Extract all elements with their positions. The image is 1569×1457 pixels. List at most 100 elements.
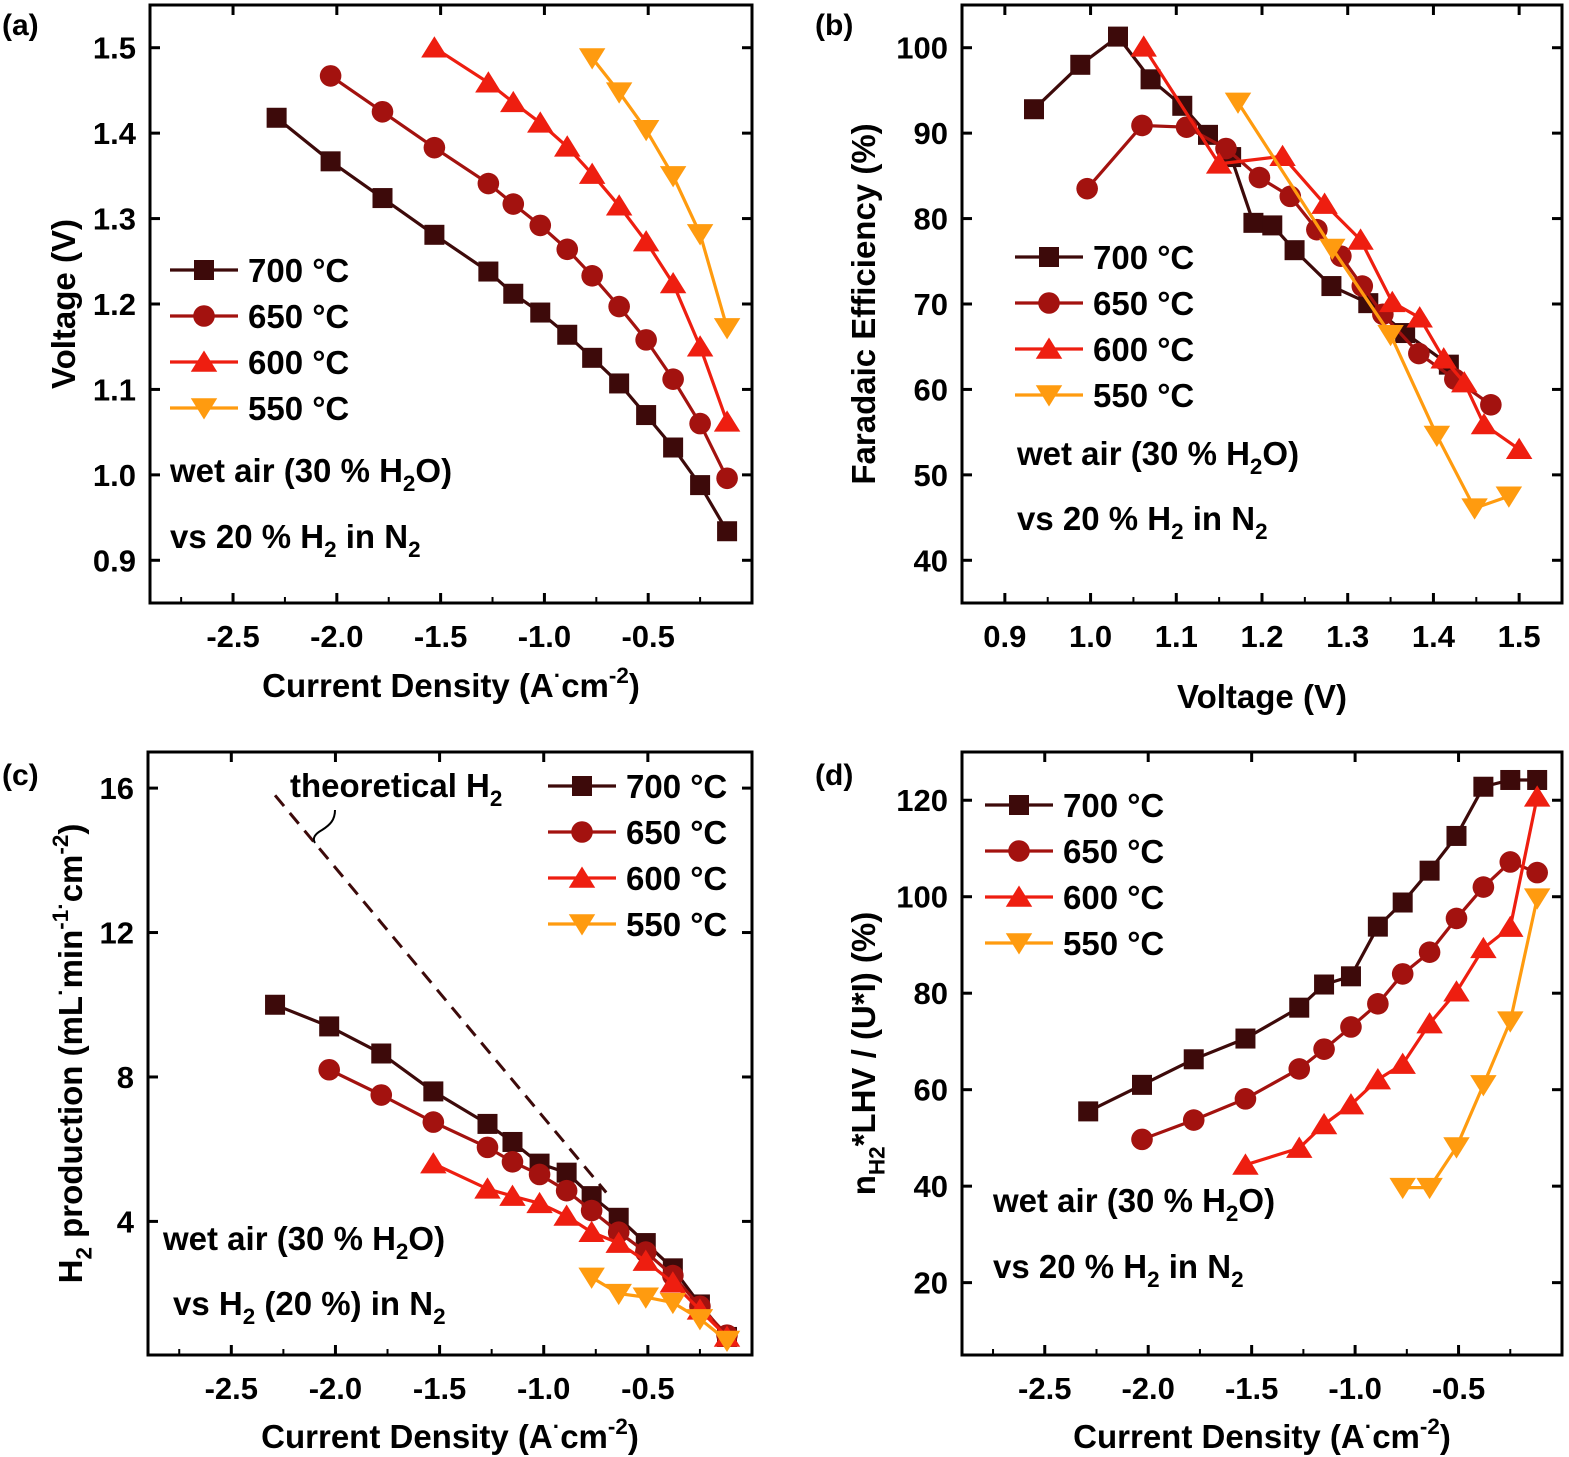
x-axis-label: Current Density (A·cm-2) bbox=[261, 1414, 639, 1455]
series-550c bbox=[578, 48, 741, 340]
data-point bbox=[578, 1267, 605, 1289]
y-tick-label: 60 bbox=[914, 372, 948, 407]
series-600c bbox=[421, 36, 741, 432]
y-tick-label: 1.4 bbox=[93, 116, 137, 151]
legend-marker bbox=[190, 398, 218, 420]
y-tick-label: 16 bbox=[100, 771, 134, 806]
data-point bbox=[1480, 394, 1502, 416]
data-point bbox=[266, 107, 287, 128]
data-point bbox=[1232, 1153, 1259, 1175]
data-point bbox=[1391, 963, 1414, 985]
data-point bbox=[1526, 861, 1548, 884]
legend-item: 600 °C bbox=[548, 860, 727, 897]
data-point bbox=[713, 1330, 741, 1353]
legend-item: 600 °C bbox=[170, 344, 349, 381]
data-point bbox=[1430, 347, 1457, 369]
data-point bbox=[319, 1016, 340, 1037]
data-point bbox=[501, 1151, 524, 1173]
data-point bbox=[528, 1163, 551, 1186]
data-point bbox=[1347, 228, 1374, 250]
data-point bbox=[659, 1292, 687, 1315]
data-point bbox=[1392, 892, 1413, 913]
data-point bbox=[1470, 936, 1497, 959]
legend-marker bbox=[194, 260, 214, 280]
data-point bbox=[1499, 851, 1522, 873]
series-600c bbox=[1130, 35, 1533, 460]
y-tick-label: 40 bbox=[914, 543, 948, 578]
data-point bbox=[609, 373, 630, 394]
legend-marker bbox=[1038, 292, 1060, 314]
x-axis-label: Current Density (A·cm-2) bbox=[262, 663, 640, 704]
x-tick-label: -0.5 bbox=[621, 619, 674, 654]
legend-label: 700 °C bbox=[1093, 239, 1194, 276]
data-point bbox=[1367, 916, 1388, 937]
series-600c bbox=[1232, 785, 1551, 1175]
data-point bbox=[477, 1113, 498, 1134]
data-point bbox=[605, 1231, 632, 1253]
data-point bbox=[1523, 785, 1551, 807]
data-point bbox=[1416, 1012, 1443, 1034]
y-tick-label: 1.5 bbox=[93, 31, 136, 66]
data-point bbox=[318, 1058, 341, 1081]
data-point bbox=[421, 36, 448, 58]
legend-item: 700 °C bbox=[985, 787, 1164, 824]
annotation: theoretical H2 bbox=[290, 767, 502, 811]
data-point bbox=[1451, 371, 1478, 393]
legend-item: 550 °C bbox=[1015, 377, 1194, 414]
legend-marker bbox=[1035, 337, 1063, 359]
legend-item: 550 °C bbox=[170, 390, 349, 427]
data-point bbox=[632, 230, 660, 252]
data-point bbox=[1505, 437, 1533, 460]
legend-label: 550 °C bbox=[1063, 925, 1164, 962]
data-point bbox=[529, 214, 552, 237]
series-600c bbox=[420, 1152, 741, 1347]
legend-item: 600 °C bbox=[985, 879, 1164, 916]
data-point bbox=[636, 405, 657, 426]
y-tick-label: 12 bbox=[100, 916, 134, 951]
data-point bbox=[1224, 92, 1252, 114]
data-point bbox=[1131, 114, 1153, 137]
y-tick-label: 90 bbox=[914, 116, 948, 151]
series-550c bbox=[1389, 888, 1551, 1200]
x-tick-label: -1.5 bbox=[414, 619, 467, 654]
y-tick-label: 1.0 bbox=[93, 458, 136, 493]
data-point bbox=[1248, 166, 1271, 189]
y-tick-label: 1.1 bbox=[93, 372, 136, 407]
data-point bbox=[632, 1287, 660, 1309]
y-tick-label: 120 bbox=[896, 783, 948, 818]
data-point bbox=[659, 271, 687, 294]
data-point bbox=[659, 1271, 687, 1293]
series-line bbox=[433, 46, 729, 423]
data-point bbox=[1495, 486, 1523, 508]
data-point bbox=[580, 1199, 603, 1222]
y-tick-label: 80 bbox=[914, 976, 948, 1011]
data-point bbox=[605, 1283, 632, 1306]
data-point bbox=[371, 100, 394, 123]
data-point bbox=[1289, 997, 1310, 1018]
data-point bbox=[605, 194, 633, 216]
legend-label: 550 °C bbox=[248, 390, 349, 427]
legend-marker bbox=[568, 866, 596, 888]
data-point bbox=[555, 1179, 578, 1202]
panel-a: -2.5 -2.0 -1.5 -1.0 -0.5 0.9 1.0 1.1 1.2 1.3 1.4 1.… bbox=[2, 3, 754, 704]
data-point bbox=[632, 1249, 660, 1271]
data-point bbox=[1523, 888, 1551, 910]
data-point bbox=[605, 82, 633, 104]
data-point bbox=[502, 1131, 523, 1152]
x-tick-label: -0.5 bbox=[621, 1371, 674, 1406]
x-tick-label: -2.0 bbox=[309, 1371, 362, 1406]
plot-frame bbox=[146, 750, 754, 1357]
data-point bbox=[1497, 1011, 1524, 1033]
data-point bbox=[1311, 192, 1338, 214]
y-axis-label: H2 production (mL·min-1·cm-2) bbox=[48, 824, 96, 1284]
data-point bbox=[717, 521, 738, 542]
data-point bbox=[1235, 1028, 1256, 1049]
data-point bbox=[556, 238, 579, 261]
data-point bbox=[1419, 860, 1440, 881]
data-point bbox=[1379, 290, 1406, 313]
data-point bbox=[686, 335, 714, 357]
data-point bbox=[1418, 941, 1441, 963]
legend-item: 650 °C bbox=[548, 814, 727, 851]
data-point bbox=[635, 329, 657, 351]
annotation: vs H2 (20 %) in N2 bbox=[173, 1285, 446, 1329]
